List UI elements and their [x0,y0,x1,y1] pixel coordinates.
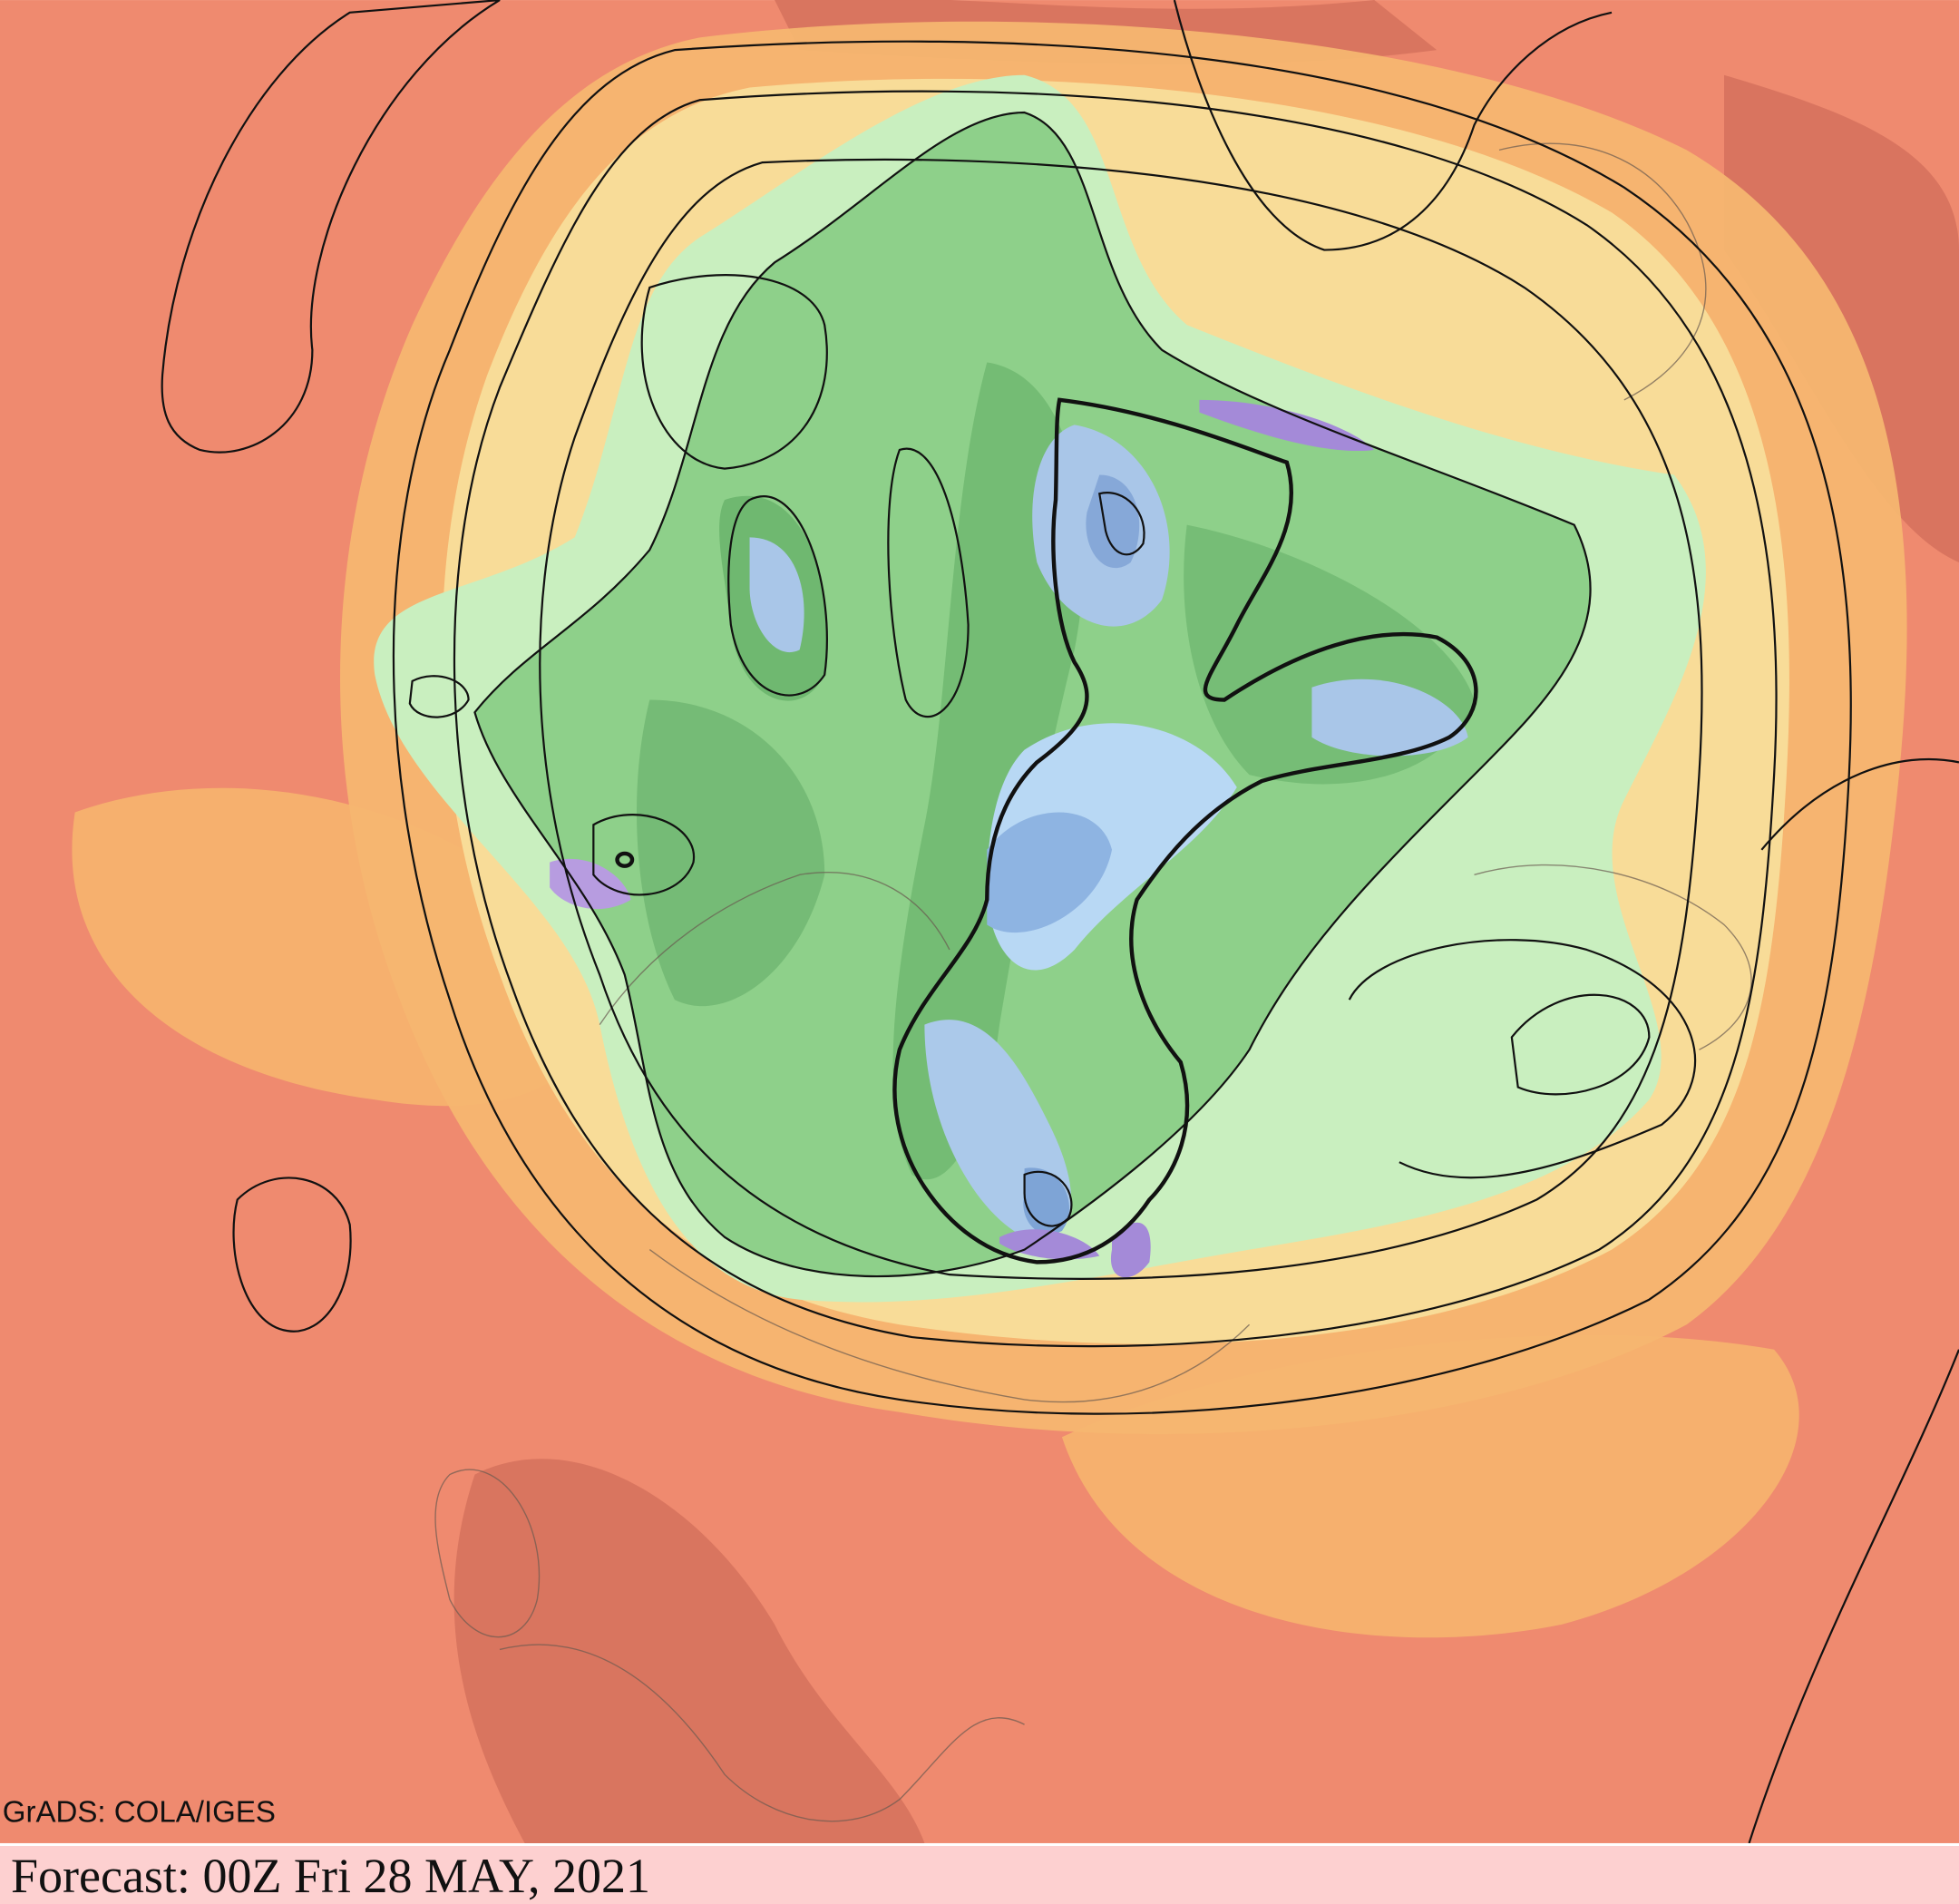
height-contours [161,0,1959,1843]
coastlines [434,142,1752,1822]
forecast-map: GrADS: COLA/IGES [0,0,1959,1843]
credit-label: GrADS: COLA/IGES [3,1796,276,1830]
footer-bar: Forecast: 00Z Fri 28 MAY, 2021 [0,1843,1959,1904]
temperature-shading [72,0,1959,1843]
forecast-label: Forecast: 00Z Fri 28 MAY, 2021 [11,1849,651,1903]
